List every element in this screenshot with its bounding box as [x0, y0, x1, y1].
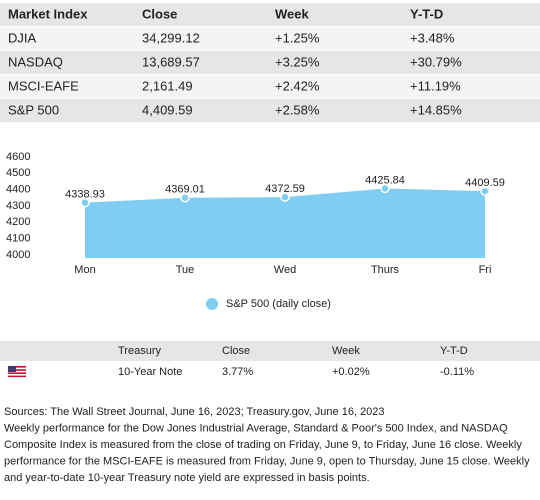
- x-tick-label: Mon: [74, 264, 95, 276]
- data-label: 4372.59: [265, 183, 305, 195]
- table-cell: 4,409.59: [142, 102, 193, 117]
- footnote-line: Composite Index is measured from the clo…: [4, 439, 522, 451]
- table-cell: +2.58%: [275, 102, 320, 117]
- data-label: 4369.01: [165, 184, 205, 196]
- table-row: [0, 51, 540, 74]
- header-cell: Market Index: [8, 6, 88, 21]
- area: [85, 188, 485, 258]
- legend-marker: [206, 298, 218, 310]
- table-cell: 34,299.12: [142, 30, 200, 45]
- y-tick-label: 4100: [6, 233, 30, 245]
- footnote-line: and year-to-date 10-year Treasury note y…: [4, 472, 370, 484]
- table-cell: +3.48%: [410, 30, 455, 45]
- y-tick-label: 4000: [6, 249, 30, 261]
- point: [480, 186, 490, 196]
- table-cell: +30.79%: [410, 54, 462, 69]
- table-row: [0, 99, 540, 122]
- x-tick-label: Tue: [176, 264, 195, 276]
- x-tick-label: Fri: [479, 264, 492, 276]
- table-cell: +2.42%: [275, 78, 320, 93]
- data-label: 4338.93: [65, 189, 105, 201]
- table-cell: -0.11%: [440, 366, 474, 378]
- table-cell: NASDAQ: [8, 54, 63, 69]
- table-row: [0, 341, 540, 361]
- table-cell: DJIA: [8, 30, 37, 45]
- table-cell: +14.85%: [410, 102, 462, 117]
- table-cell: MSCI-EAFE: [8, 78, 79, 93]
- table-cell: +0.02%: [332, 366, 370, 378]
- table-cell: +3.25%: [275, 54, 320, 69]
- x-tick-label: Wed: [274, 264, 296, 276]
- point: [180, 192, 190, 203]
- table-cell: 3.77%: [222, 366, 253, 378]
- data-label: 4409.59: [465, 177, 505, 189]
- header-cell: Week: [275, 6, 309, 21]
- y-tick-label: 4200: [6, 216, 30, 228]
- header-cell: Week: [332, 345, 360, 357]
- header-cell: Close: [222, 345, 250, 357]
- footnote-line: Weekly performance for the Dow Jones Ind…: [4, 422, 508, 434]
- point: [280, 192, 290, 202]
- y-tick-label: 4400: [6, 184, 30, 196]
- table-row: [0, 3, 540, 26]
- data-label: 4425.84: [365, 174, 405, 186]
- footnote-line: performance for the MSCI-EAFE is measure…: [4, 455, 530, 467]
- us-flag: [7, 365, 27, 378]
- table-cell: +1.25%: [275, 30, 320, 45]
- footnote-line: Sources: The Wall Street Journal, June 1…: [4, 406, 385, 418]
- y-tick-label: 4300: [6, 200, 30, 212]
- header-cell: Treasury: [118, 345, 161, 357]
- header-cell: Y-T-D: [440, 345, 468, 357]
- header-cell: Y-T-D: [410, 6, 443, 21]
- header-cell: Close: [142, 6, 177, 21]
- x-tick-label: Thurs: [371, 264, 400, 276]
- table-cell: 2,161.49: [142, 78, 193, 93]
- table-cell: +11.19%: [410, 78, 461, 93]
- table-cell: 10-Year Note: [118, 366, 182, 378]
- table-row: [0, 75, 540, 98]
- point: [380, 183, 390, 194]
- point: [80, 197, 90, 208]
- table-cell: S&P 500: [8, 102, 59, 117]
- y-tick-label: 4500: [6, 167, 30, 179]
- y-tick-label: 4600: [6, 151, 30, 163]
- legend-label: S&P 500 (daily close): [226, 298, 331, 310]
- table-row: [0, 27, 540, 50]
- table-cell: 13,689.57: [142, 54, 200, 69]
